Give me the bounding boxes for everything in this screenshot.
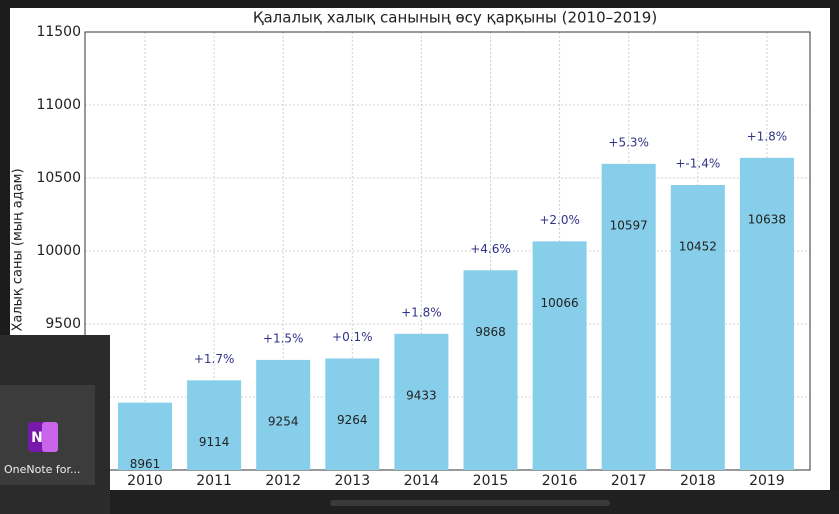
bar xyxy=(601,163,656,470)
bar xyxy=(739,157,794,471)
onenote-icon-page xyxy=(42,422,58,452)
x-tick-label: 2015 xyxy=(473,473,509,489)
plot: 9000950010000105001100011500201089612011… xyxy=(36,24,811,489)
value-label: 9433 xyxy=(406,388,437,402)
y-axis-label: Халық саны (мың адам) xyxy=(11,168,26,331)
y-tick-label: 11000 xyxy=(36,97,81,113)
value-label: 9868 xyxy=(475,325,506,339)
preview-label: OneNote for... xyxy=(4,463,81,476)
y-tick-label: 11500 xyxy=(36,24,81,40)
growth-label: +5.3% xyxy=(608,135,649,149)
bar xyxy=(394,333,449,470)
x-tick-label: 2011 xyxy=(196,473,232,489)
taskbar-strip xyxy=(330,500,610,506)
growth-label: +4.6% xyxy=(470,242,511,256)
growth-label: +0.1% xyxy=(332,330,373,344)
growth-label: +2.0% xyxy=(539,213,580,227)
onenote-icon-letter: N xyxy=(31,430,43,446)
x-tick-label: 2014 xyxy=(404,473,440,489)
x-tick-label: 2013 xyxy=(334,473,370,489)
value-label: 9254 xyxy=(268,414,299,428)
value-label: 9114 xyxy=(199,435,230,449)
chart-title: Қалалық халық санының өсу қарқыны (2010–… xyxy=(253,9,657,27)
growth-label: +1.8% xyxy=(401,305,442,319)
bar xyxy=(187,380,242,470)
value-label: 10638 xyxy=(748,212,786,226)
value-label: 8961 xyxy=(130,457,161,471)
y-tick-label: 9500 xyxy=(45,316,81,332)
x-tick-label: 2010 xyxy=(127,473,163,489)
x-tick-label: 2019 xyxy=(749,473,785,489)
growth-label: +1.7% xyxy=(194,352,235,366)
x-tick-label: 2018 xyxy=(680,473,716,489)
x-tick-label: 2012 xyxy=(265,473,301,489)
bar xyxy=(532,241,587,470)
growth-label: +1.5% xyxy=(263,331,304,345)
bar xyxy=(256,359,311,470)
value-label: 10066 xyxy=(541,296,579,310)
x-tick-label: 2017 xyxy=(611,473,647,489)
value-label: 10597 xyxy=(610,218,648,232)
x-tick-label: 2016 xyxy=(542,473,578,489)
bar xyxy=(670,185,725,470)
bar xyxy=(118,402,172,470)
bar xyxy=(325,358,380,470)
y-tick-label: 10500 xyxy=(36,170,81,186)
growth-label: +1.8% xyxy=(747,129,788,143)
y-tick-label: 10000 xyxy=(36,243,81,259)
bar xyxy=(463,270,518,470)
value-label: 10452 xyxy=(679,240,717,254)
value-label: 9264 xyxy=(337,413,368,427)
growth-label: +-1.4% xyxy=(675,157,720,171)
